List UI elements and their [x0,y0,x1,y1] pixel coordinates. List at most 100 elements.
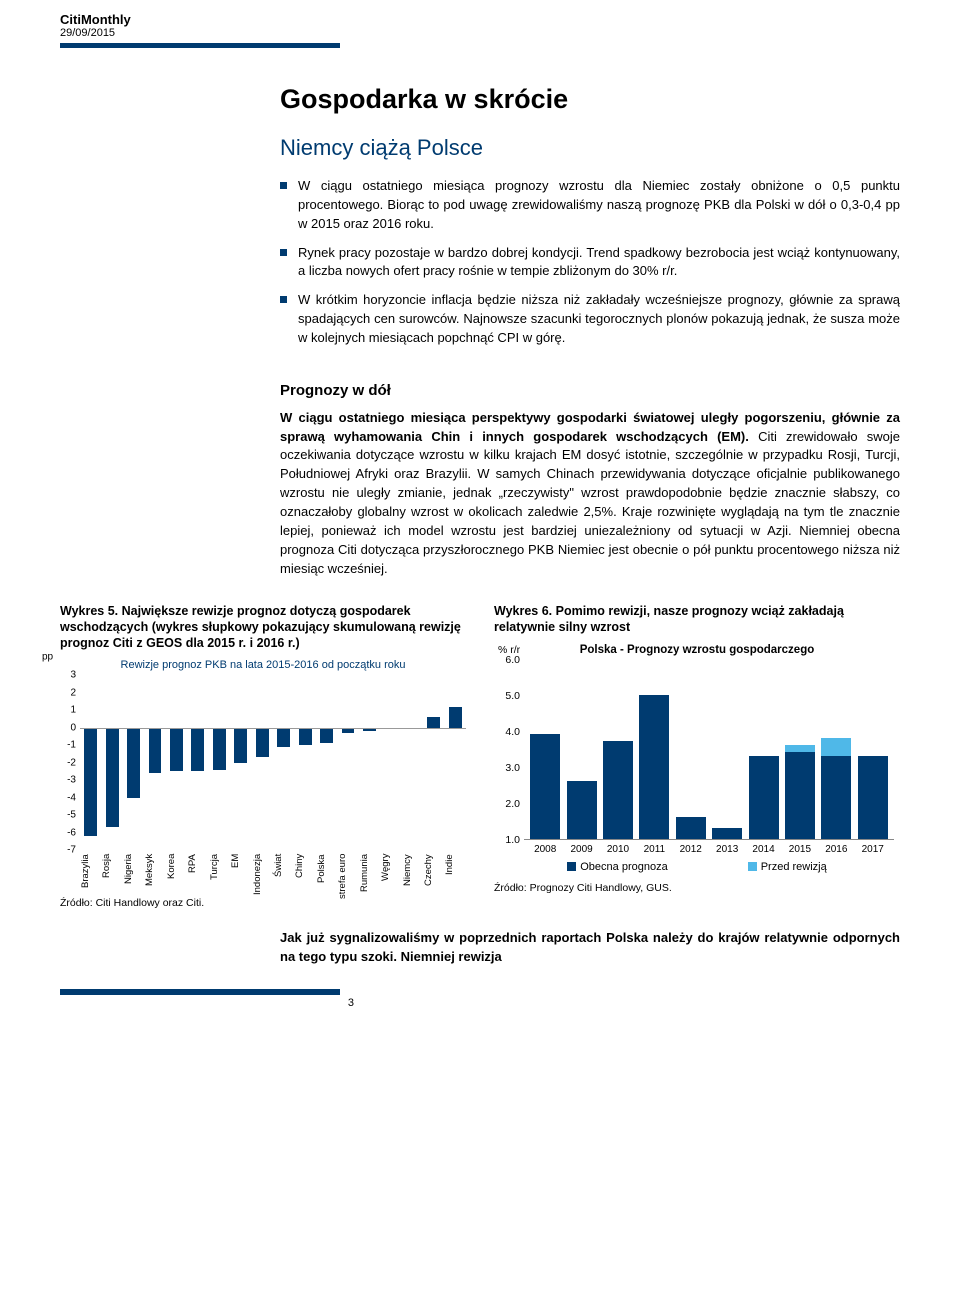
chart-5-ytick: -6 [60,827,76,838]
chart-5-category: Indonezja [252,854,273,906]
chart-5-bar [106,728,119,828]
publication-title: CitiMonthly [60,12,900,27]
chart-6-category: 2014 [749,844,779,855]
footer-paragraph: Jak już sygnalizowaliśmy w poprzednich r… [280,929,900,967]
chart-5-category: Węgry [380,854,401,906]
chart-5-category: Polska [316,854,337,906]
chart-5-bar [149,728,162,774]
chart-6-category: 2008 [530,844,560,855]
chart-5-ytick: -3 [60,775,76,786]
chart-6-bar [858,660,888,839]
chart-5-bar [256,728,269,758]
chart-5-bar [320,728,333,744]
bullet-item: W ciągu ostatniego miesiąca prognozy wzr… [280,177,900,234]
chart-6-source: Źródło: Prognozy Citi Handlowy, GUS. [494,882,900,894]
chart-5-category: Niemcy [402,854,423,906]
chart-5-category: EM [230,854,251,906]
chart-5-ytick: 3 [60,670,76,681]
chart-6-plot: % r/r Polska - Prognozy wzrostu gospodar… [494,644,900,874]
chart-6-bar [749,660,779,839]
chart-5-category: Brazylia [80,854,101,906]
chart-5-yunit: pp [42,652,53,663]
chart-5-category: RPA [187,854,208,906]
chart-5-title: Rewizje prognoz PKB na lata 2015-2016 od… [60,659,466,671]
chart-6-ytick: 6.0 [496,654,520,666]
header-rule [60,43,340,48]
chart-6-bar [821,660,851,839]
chart-6-caption: Wykres 6. Pomimo rewizji, nasze prognozy… [494,604,900,635]
chart-5-ytick: -1 [60,740,76,751]
chart-5-ytick: 1 [60,705,76,716]
legend-current: Obecna prognoza [567,861,667,873]
chart-6-category: 2015 [785,844,815,855]
chart-5: Wykres 5. Największe rewizje prognoz dot… [60,604,466,909]
chart-6-category: 2011 [639,844,669,855]
chart-6-bar [712,660,742,839]
chart-5-ytick: 2 [60,687,76,698]
chart-6-bar [603,660,633,839]
chart-5-ytick: -4 [60,792,76,803]
chart-5-category: Meksyk [144,854,165,906]
chart-6-bar [567,660,597,839]
header: CitiMonthly 29/09/2015 [60,12,900,48]
chart-6-category: 2016 [821,844,851,855]
footer-rule: 3 [60,989,340,995]
chart-5-plot: pp Rewizje prognoz PKB na lata 2015-2016… [60,659,466,889]
chart-5-ytick: -7 [60,845,76,856]
chart-5-category: Turcja [209,854,230,906]
chart-5-bar [449,707,462,728]
chart-5-category: strefa euro [337,854,358,906]
chart-6-bar [785,660,815,839]
bullet-list: W ciągu ostatniego miesiąca prognozy wzr… [280,177,900,348]
chart-5-ytick: -2 [60,757,76,768]
charts-row: Wykres 5. Największe rewizje prognoz dot… [60,604,900,909]
chart-5-ytick: 0 [60,722,76,733]
legend-before: Przed rewizją [748,861,827,873]
chart-6-bar [676,660,706,839]
chart-5-bar [427,717,440,728]
chart-6-title: Polska - Prognozy wzrostu gospodarczego [494,644,900,656]
chart-6-ytick: 4.0 [496,726,520,738]
chart-5-ytick: -5 [60,810,76,821]
page-number: 3 [348,997,354,1009]
chart-6-category: 2009 [567,844,597,855]
page-title: Gospodarka w skrócie [280,84,900,115]
chart-5-bar [213,728,226,770]
bullet-item: Rynek pracy pozostaje w bardzo dobrej ko… [280,244,900,282]
chart-5-bar [191,728,204,772]
publication-date: 29/09/2015 [60,27,900,39]
chart-6: Wykres 6. Pomimo rewizji, nasze prognozy… [494,604,900,909]
chart-6-category: 2013 [712,844,742,855]
chart-5-category: Chiny [294,854,315,906]
chart-5-category: Świat [273,854,294,906]
chart-6-ytick: 2.0 [496,798,520,810]
chart-5-category: Rumunia [359,854,380,906]
chart-5-bar [234,728,247,763]
chart-5-category: Rosja [101,854,122,906]
chart-6-category: 2012 [676,844,706,855]
chart-5-caption: Wykres 5. Największe rewizje prognoz dot… [60,604,466,651]
chart-6-ytick: 5.0 [496,690,520,702]
chart-6-legend: Obecna prognoza Przed rewizją [494,861,900,873]
chart-5-bar [170,728,183,772]
legend-before-label: Przed rewizją [761,861,827,873]
section-heading: Prognozy w dół [280,382,900,399]
chart-5-bar [84,728,97,837]
bullet-item: W krótkim horyzoncie inflacja będzie niż… [280,291,900,348]
chart-5-category: Indie [444,854,465,906]
page-subtitle: Niemcy ciążą Polsce [280,135,900,161]
chart-6-ytick: 1.0 [496,834,520,846]
legend-current-label: Obecna prognoza [580,861,667,873]
chart-5-bar [299,728,312,746]
chart-6-bar [639,660,669,839]
chart-5-category: Czechy [423,854,444,906]
chart-5-category: Korea [166,854,187,906]
chart-5-category: Nigeria [123,854,144,906]
chart-6-bar [530,660,560,839]
chart-6-category: 2017 [858,844,888,855]
chart-5-bar [277,728,290,747]
chart-5-bar [127,728,140,798]
section-body: W ciągu ostatniego miesiąca perspektywy … [280,409,900,579]
chart-6-ytick: 3.0 [496,762,520,774]
chart-6-category: 2010 [603,844,633,855]
